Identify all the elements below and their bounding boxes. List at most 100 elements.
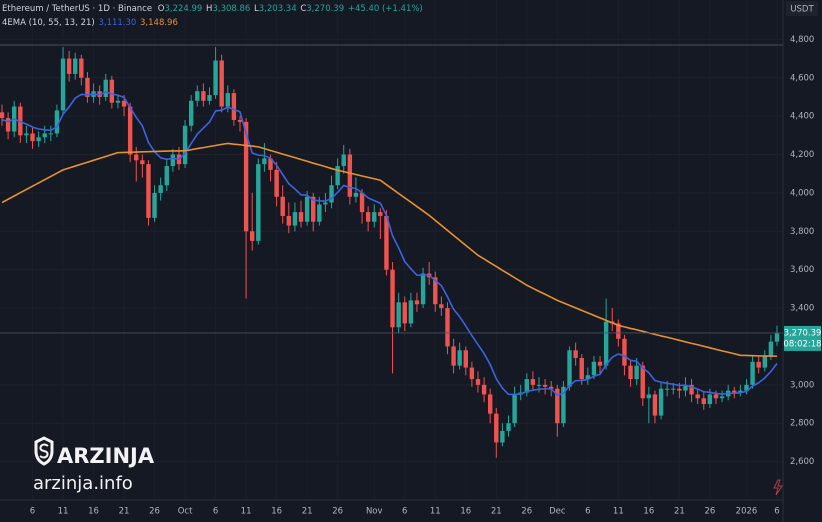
candle-body [286, 215, 292, 226]
x-tick-label: 21 [674, 507, 685, 517]
candle-body [402, 302, 407, 324]
x-tick-label: 16 [643, 507, 654, 517]
y-tick-label: 2,600 [790, 457, 814, 467]
x-tick-label: 11 [58, 507, 69, 517]
candle-body [597, 361, 603, 366]
candle-body [384, 215, 389, 270]
candle-body [268, 158, 273, 170]
candle-body [0, 112, 5, 119]
x-tick-label: 21 [119, 507, 130, 517]
currency-box[interactable] [786, 1, 818, 16]
candle-body [585, 375, 591, 380]
candle-body [414, 300, 420, 305]
candle-body [567, 350, 572, 387]
x-tick-label: 6 [585, 507, 590, 517]
candle-body [249, 231, 255, 241]
y-tick-label: 4,000 [790, 188, 814, 198]
x-tick-label: 21 [491, 507, 502, 517]
candle-body [707, 394, 713, 405]
indicator-value: 3,148.96 [140, 18, 178, 28]
site: arzinja.info [33, 473, 133, 494]
x-tick-label: 11 [613, 507, 624, 517]
y-tick-label: 4,200 [790, 150, 814, 160]
price-box [784, 325, 821, 351]
candle-body [54, 110, 60, 134]
candle-body [243, 121, 249, 232]
countdown: 08:02:18 [783, 339, 821, 349]
candle-body [506, 423, 511, 431]
candle-body [677, 388, 682, 391]
candle-body [146, 164, 151, 218]
candle-body [481, 384, 487, 395]
logo [39, 443, 49, 459]
ema-line [1, 91, 778, 396]
candle-body [750, 361, 755, 385]
candle-body [622, 338, 627, 366]
candle-body [353, 192, 359, 197]
candle-body [103, 79, 108, 97]
candle-body [372, 212, 377, 222]
candle-body [5, 118, 11, 132]
candle-body [311, 196, 316, 222]
ohlc-value: 3,224.99 [164, 4, 202, 14]
candle-body [36, 137, 41, 142]
candle-body [60, 58, 66, 111]
candle-body [591, 361, 597, 376]
x-tick-label: 16 [271, 507, 282, 517]
legend-main: Ethereum / TetherUS · 1D · Binance O3,22… [2, 4, 423, 14]
y-tick-label: 4,800 [790, 35, 814, 45]
indicator-name: 4EMA (10, 55, 13, 21) [2, 18, 95, 28]
candle-body [274, 169, 279, 197]
candle-body [463, 350, 468, 368]
candle-body [219, 60, 224, 107]
legend-indicator: 4EMA (10, 55, 13, 21) 3,111.30 3,148.96 [2, 18, 178, 28]
candle-body [658, 388, 664, 416]
candle-body [396, 302, 401, 328]
candle-body [683, 384, 688, 391]
y-tick-label: 3,000 [790, 380, 814, 390]
candle-body [732, 390, 737, 393]
y-axis: 4,800 4,600 4,400 4,200 4,000 3,800 3,600 3,400… [790, 35, 814, 467]
candle-body [237, 119, 243, 122]
candle-body [695, 394, 700, 399]
candle-body [127, 106, 133, 155]
x-tick-label: 11 [241, 507, 252, 517]
candle-body [30, 133, 35, 142]
candle-body [433, 277, 438, 305]
candle-body [79, 58, 84, 78]
alert-icon[interactable] [773, 479, 783, 496]
candle-body [152, 192, 157, 218]
logo [34, 436, 54, 466]
candle-body [457, 350, 462, 366]
candle-body [494, 413, 499, 443]
x-tick-label: Oct [178, 507, 193, 517]
candle-body [109, 79, 115, 103]
candle-body [164, 166, 169, 186]
candle-body [561, 386, 566, 424]
x-tick-label: Nov [366, 507, 383, 517]
candle-body [689, 384, 694, 395]
ohlc-key: L [254, 4, 259, 14]
candle-body [646, 394, 652, 399]
candle-body [73, 58, 78, 74]
x-tick-label: 6 [402, 507, 407, 517]
candle-body [231, 93, 237, 120]
candle-body [256, 164, 261, 241]
x-axis: 6 11 16 21 26 Oct 6 11 16 21 26 Nov 6 11 16 21 26 Dec 6 11 1… [30, 507, 780, 517]
x-tick-label: 26 [149, 507, 160, 517]
x-tick-label: 26 [332, 507, 343, 517]
candle-body [134, 154, 139, 161]
price-label: 3,270.39 [784, 328, 822, 338]
candle-body [475, 379, 481, 385]
candle-body [530, 379, 536, 385]
candle-body [500, 430, 505, 443]
candle-body [158, 185, 163, 193]
candle-body [701, 398, 706, 405]
candle-body [323, 202, 328, 205]
candle-body [115, 100, 121, 103]
candle-body [549, 386, 554, 389]
candle-body [713, 394, 719, 399]
symbol-title: Ethereum / TetherUS · 1D · Binance [2, 4, 152, 14]
